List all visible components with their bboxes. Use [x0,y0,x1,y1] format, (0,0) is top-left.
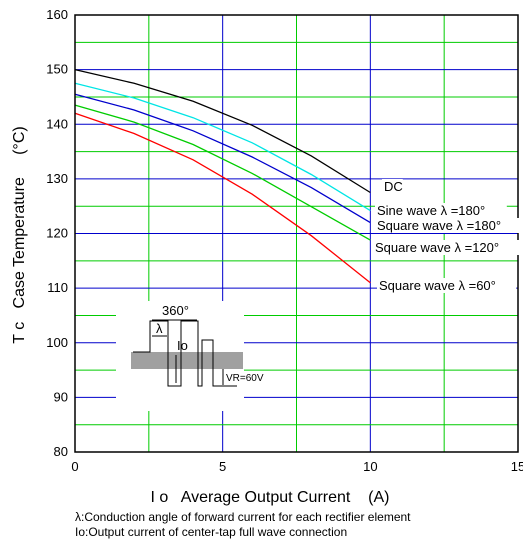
series-label-background [373,240,520,255]
inset-waveform [133,320,237,387]
series-label: Square wave λ =180° [377,218,501,233]
inset-lambda-label: λ [156,321,163,336]
series-line [74,82,371,212]
series-line [74,68,371,194]
series-label: Square wave λ =60° [379,278,496,293]
x-ticks: 0 5 10 15 [71,459,523,474]
y-tick-label: 160 [46,7,68,22]
x-tick-label: 15 [511,459,523,474]
inset-io-label: Io [177,338,188,353]
y-tick-label: 90 [54,389,68,404]
note-io: Io:Output current of center-tap full wav… [75,525,348,539]
series-line [74,112,371,284]
y-tick-label: 140 [46,116,68,131]
y-tick-label: 150 [46,62,68,77]
y-tick-label: 110 [47,280,68,295]
y-ticks: 80 90 100 110 120 130 140 150 160 [46,7,68,459]
series-label-background [375,203,507,218]
series-label-background [377,278,517,293]
series-label-background [375,218,522,233]
series-label-background [382,179,403,194]
plot-frame [74,14,519,453]
note-lambda: λ:Conduction angle of forward current fo… [75,510,411,524]
y-tick-label: 80 [54,444,68,459]
series-line [74,93,371,224]
x-axis-title: I o Average Output Current (A) [151,489,390,506]
series-labels: DC Sine wave λ =180°Square wave λ =180° Sq… [373,179,522,293]
series-line [74,104,371,241]
x-tick-label: 0 [71,459,78,474]
series-label: Sine wave λ =180° [377,203,485,218]
y-tick-label: 100 [46,335,68,350]
inset-vr-label: VR=60V [226,373,264,384]
y-tick-label: 130 [46,171,68,186]
x-tick-label: 10 [363,459,377,474]
inset-angle-label: 360° [162,303,189,318]
waveform-inset: 360° λ Io VR=60V [116,301,264,411]
x-tick-label: 5 [219,459,226,474]
series-lines [74,68,371,284]
series-label: Square wave λ =120° [375,240,499,255]
inset-band [131,352,243,369]
y-tick-label: 120 [46,226,68,241]
series-label: DC [384,179,403,194]
y-axis-title: T c Case Temperature (°C) [11,126,28,343]
